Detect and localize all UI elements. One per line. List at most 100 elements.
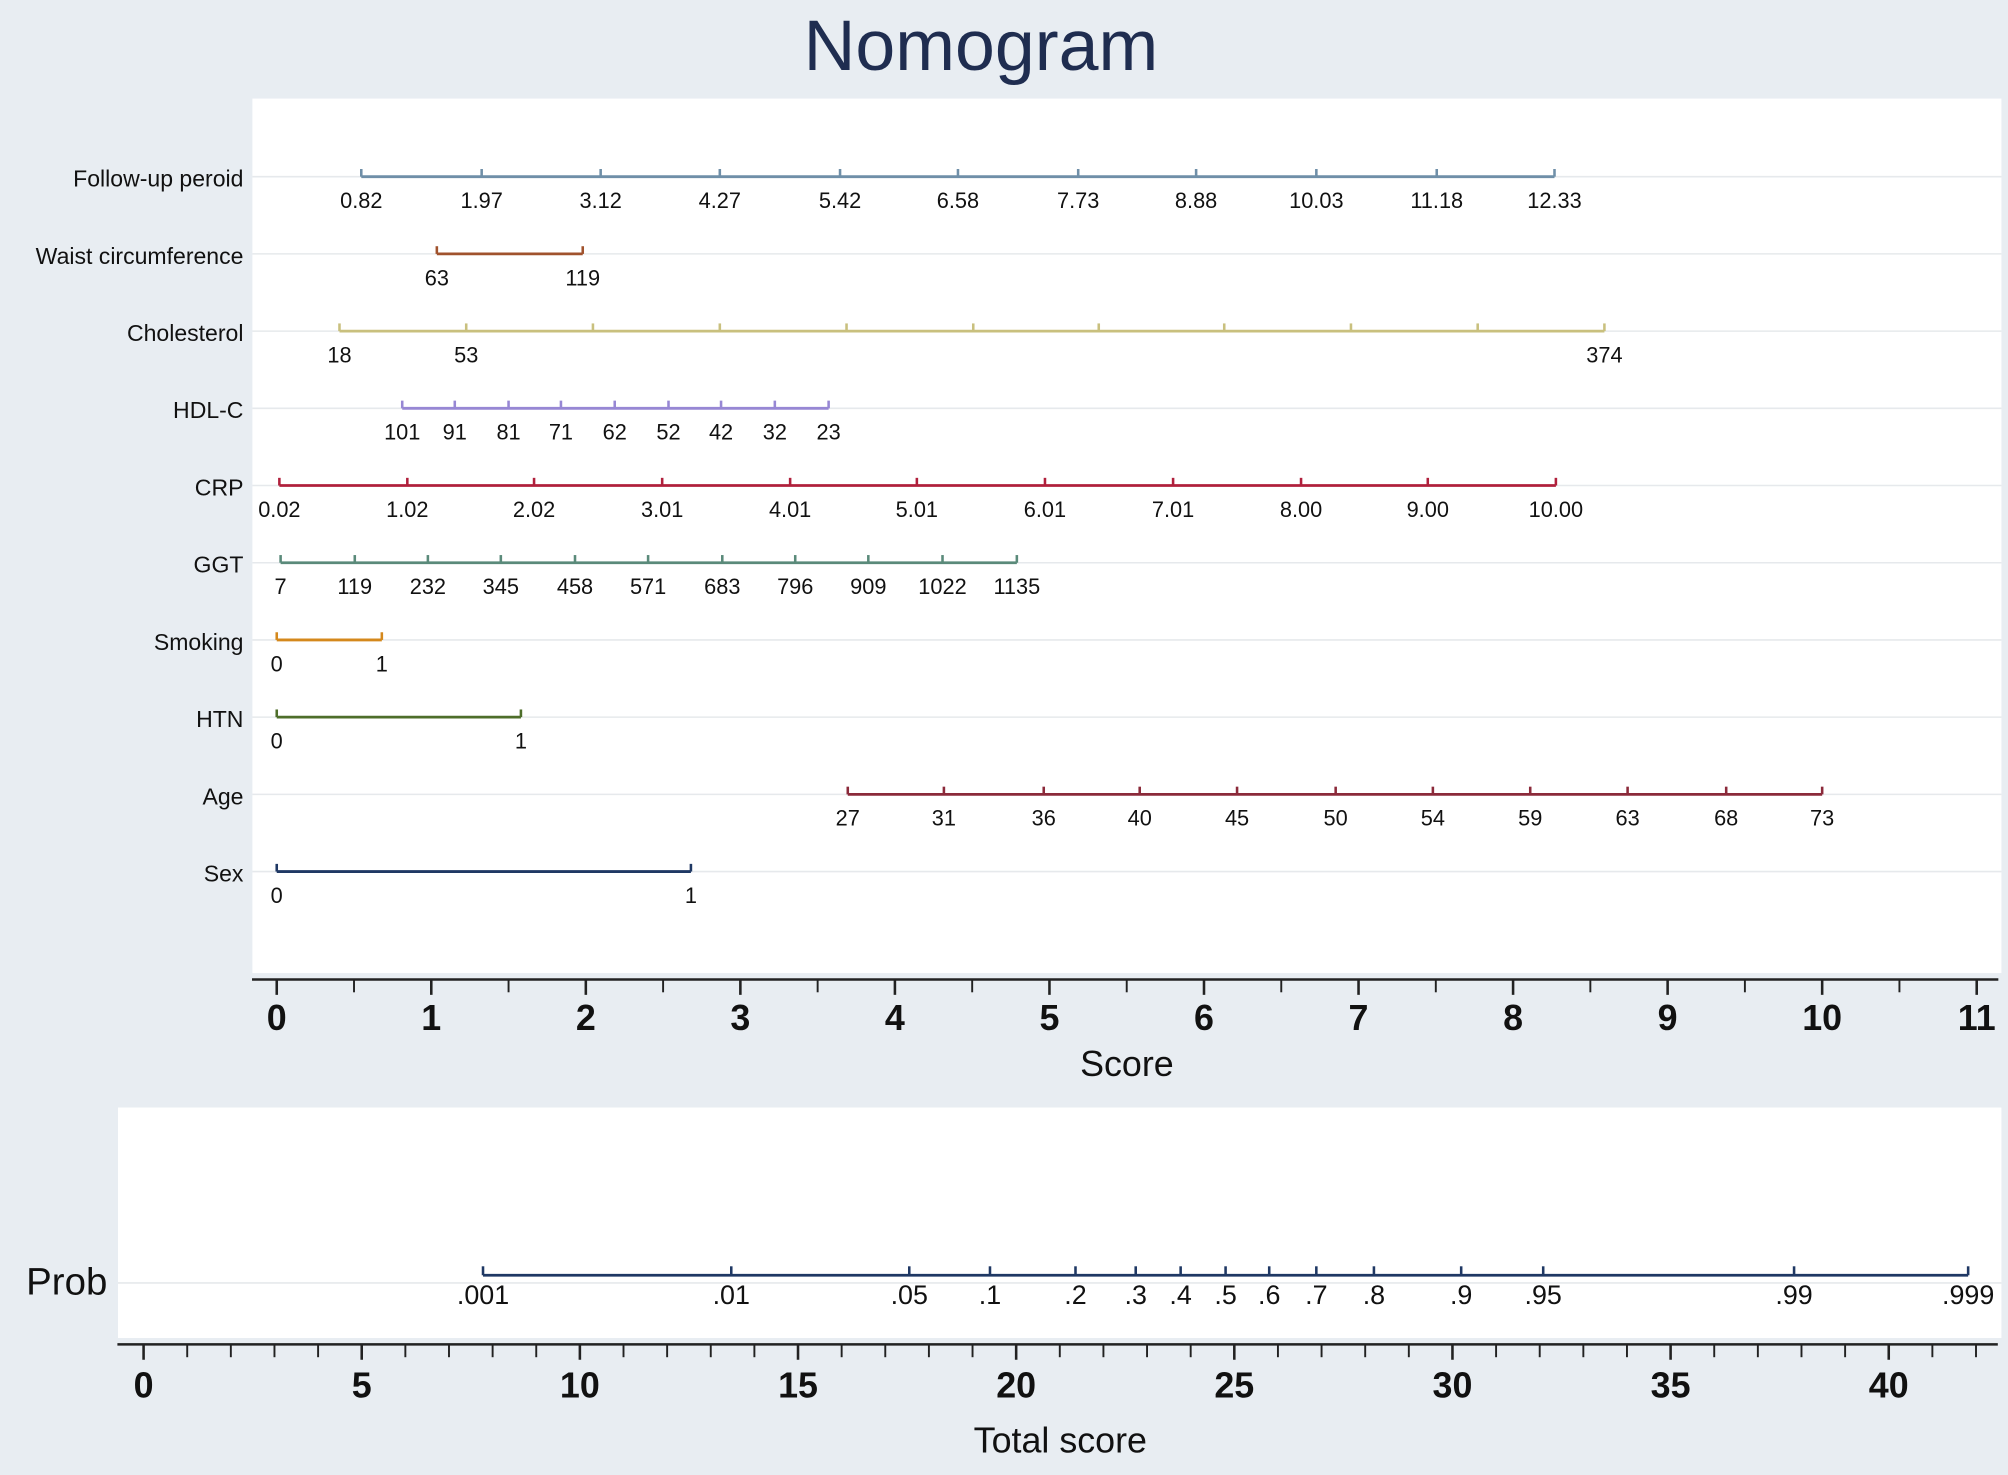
scale-tick-label: 458: [557, 574, 593, 599]
x-tick-label: 4: [885, 998, 905, 1038]
x-tick-label: 5: [1039, 998, 1059, 1038]
prob-label: Prob: [26, 1260, 107, 1303]
x-tick-label: 0: [267, 998, 287, 1038]
row-label: Smoking: [154, 629, 244, 655]
row-label: HDL-C: [173, 397, 243, 423]
prob-panel: [117, 1107, 2002, 1338]
scale-tick-label: 909: [850, 574, 886, 599]
scale-tick-label: 0.02: [258, 497, 300, 522]
scale-tick-label: 4.01: [769, 497, 811, 522]
x-axis-title: Total score: [974, 1420, 1147, 1460]
scale-tick-label: 0: [271, 883, 283, 908]
scale-tick-label: .5: [1214, 1280, 1236, 1310]
x-tick-label: 6: [1194, 998, 1214, 1038]
scale-tick-label: 7.73: [1057, 188, 1099, 213]
scale-tick-label: 683: [704, 574, 740, 599]
x-axis-title: Score: [1080, 1044, 1174, 1084]
scale-tick-label: .1: [979, 1280, 1001, 1310]
scale-tick-label: .6: [1258, 1280, 1280, 1310]
row-label: GGT: [194, 552, 244, 578]
scale-tick-label: 1.02: [386, 497, 428, 522]
x-tick-label: 10: [560, 1365, 600, 1405]
scale-tick-label: 796: [777, 574, 813, 599]
scale-tick-label: 345: [483, 574, 519, 599]
x-tick-label: 10: [1802, 998, 1842, 1038]
row-label: Waist circumference: [36, 243, 244, 269]
scale-tick-label: .2: [1064, 1280, 1086, 1310]
scale-tick-label: 3.01: [641, 497, 683, 522]
scale-tick-label: 54: [1421, 806, 1445, 831]
scale-tick-label: 1022: [918, 574, 966, 599]
scale-tick-label: 9.00: [1407, 497, 1449, 522]
x-tick-label: 40: [1869, 1365, 1909, 1405]
scale-tick-label: 1: [685, 883, 697, 908]
scale-tick-label: 50: [1324, 806, 1348, 831]
row-label: Follow-up peroid: [73, 166, 243, 192]
scale-tick-label: 32: [763, 420, 787, 445]
scale-tick-label: 63: [425, 265, 449, 290]
scale-tick-label: .95: [1525, 1280, 1562, 1310]
chart-title: Nomogram: [804, 6, 1159, 86]
scale-tick-label: 3.12: [579, 188, 621, 213]
x-tick-label: 2: [576, 998, 596, 1038]
scale-tick-label: 7.01: [1152, 497, 1194, 522]
score-panel: [252, 98, 2002, 974]
scale-tick-label: 0.82: [340, 188, 382, 213]
scale-tick-label: 45: [1225, 806, 1249, 831]
scale-tick-label: 119: [337, 574, 372, 599]
scale-tick-label: 232: [410, 574, 446, 599]
scale-tick-label: 27: [836, 806, 860, 831]
scale-tick-label: .9: [1450, 1280, 1472, 1310]
x-tick-label: 30: [1433, 1365, 1473, 1405]
row-label: HTN: [196, 706, 243, 732]
scale-tick-label: 1: [515, 728, 527, 753]
scale-tick-label: 63: [1615, 806, 1639, 831]
scale-tick-label: .7: [1305, 1280, 1327, 1310]
x-tick-label: 0: [134, 1365, 154, 1405]
scale-tick-label: 10.03: [1289, 188, 1343, 213]
row-label: Cholesterol: [127, 320, 244, 346]
scale-tick-label: 571: [630, 574, 666, 599]
scale-tick-label: 10.00: [1529, 497, 1583, 522]
x-tick-label: 20: [996, 1365, 1036, 1405]
scale-tick-label: 374: [1586, 342, 1622, 367]
scale-tick-label: 2.02: [513, 497, 555, 522]
scale-tick-label: 71: [549, 420, 573, 445]
scale-tick-label: 5.42: [819, 188, 861, 213]
scale-tick-label: 68: [1714, 806, 1738, 831]
scale-tick-label: 8.00: [1280, 497, 1322, 522]
x-tick-label: 15: [778, 1365, 818, 1405]
scale-tick-label: 81: [496, 420, 520, 445]
x-tick-label: 3: [730, 998, 750, 1038]
scale-tick-label: 53: [454, 342, 478, 367]
scale-tick-label: 23: [817, 420, 841, 445]
scale-tick-label: 6.01: [1024, 497, 1066, 522]
scale-tick-label: 31: [932, 806, 956, 831]
scale-tick-label: 1: [376, 651, 388, 676]
scale-tick-label: 52: [656, 420, 680, 445]
scale-tick-label: .999: [1942, 1280, 1994, 1310]
scale-tick-label: 18: [327, 342, 351, 367]
scale-tick-label: 7: [275, 574, 287, 599]
x-tick-label: 1: [421, 998, 441, 1038]
scale-tick-label: 4.27: [699, 188, 741, 213]
scale-tick-label: .001: [457, 1280, 509, 1310]
scale-tick-label: 73: [1810, 806, 1834, 831]
scale-tick-label: 40: [1128, 806, 1152, 831]
scale-tick-label: 42: [709, 420, 733, 445]
scale-tick-label: .3: [1124, 1280, 1146, 1310]
scale-tick-label: 1135: [993, 574, 1040, 599]
scale-tick-label: 5.01: [896, 497, 938, 522]
x-tick-label: 35: [1651, 1365, 1691, 1405]
x-tick-label: 7: [1349, 998, 1369, 1038]
x-tick-label: 25: [1214, 1365, 1254, 1405]
scale-tick-label: 12.33: [1527, 188, 1581, 213]
scale-tick-label: 101: [384, 420, 420, 445]
x-tick-label: 5: [352, 1365, 372, 1405]
scale-tick-label: 1.97: [460, 188, 502, 213]
scale-tick-label: .99: [1775, 1280, 1812, 1310]
x-tick-label: 9: [1658, 998, 1678, 1038]
scale-tick-label: 8.88: [1175, 188, 1217, 213]
